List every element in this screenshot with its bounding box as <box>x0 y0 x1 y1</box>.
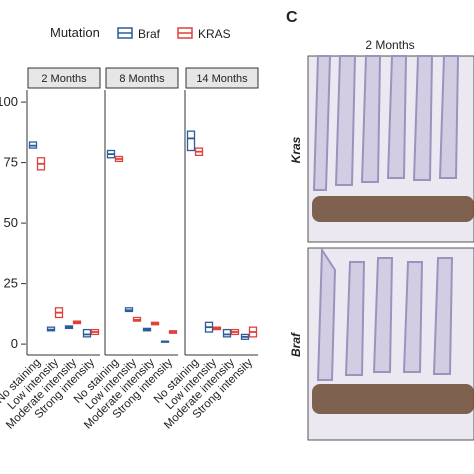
legend-label: Braf <box>138 27 161 41</box>
facet-strip <box>27 67 101 89</box>
facet-label: 14 Months <box>196 73 248 85</box>
image-label: Braf <box>289 332 303 357</box>
box <box>186 130 196 152</box>
box <box>222 328 232 338</box>
villi <box>312 55 460 381</box>
panel-label: C <box>286 9 298 26</box>
box <box>82 328 92 338</box>
image-title: 2 Months <box>365 38 414 52</box>
image-label: Kras <box>289 136 303 163</box>
facet-label: 8 Months <box>119 73 165 85</box>
y-tick-label: 75 <box>4 155 18 170</box>
legend-title: Mutation <box>50 25 100 40</box>
facet-strip <box>185 67 259 89</box>
y-tick-label: 25 <box>4 276 18 291</box>
crypts <box>312 196 474 414</box>
y-tick-label: 100 <box>0 94 18 109</box>
y-tick-label: 50 <box>4 215 18 230</box>
histology-images <box>307 55 474 441</box>
facet-label: 2 Months <box>41 73 87 85</box>
legend-label: KRAS <box>198 27 231 41</box>
facet-strip <box>105 67 179 89</box>
y-tick-label: 0 <box>11 336 18 351</box>
